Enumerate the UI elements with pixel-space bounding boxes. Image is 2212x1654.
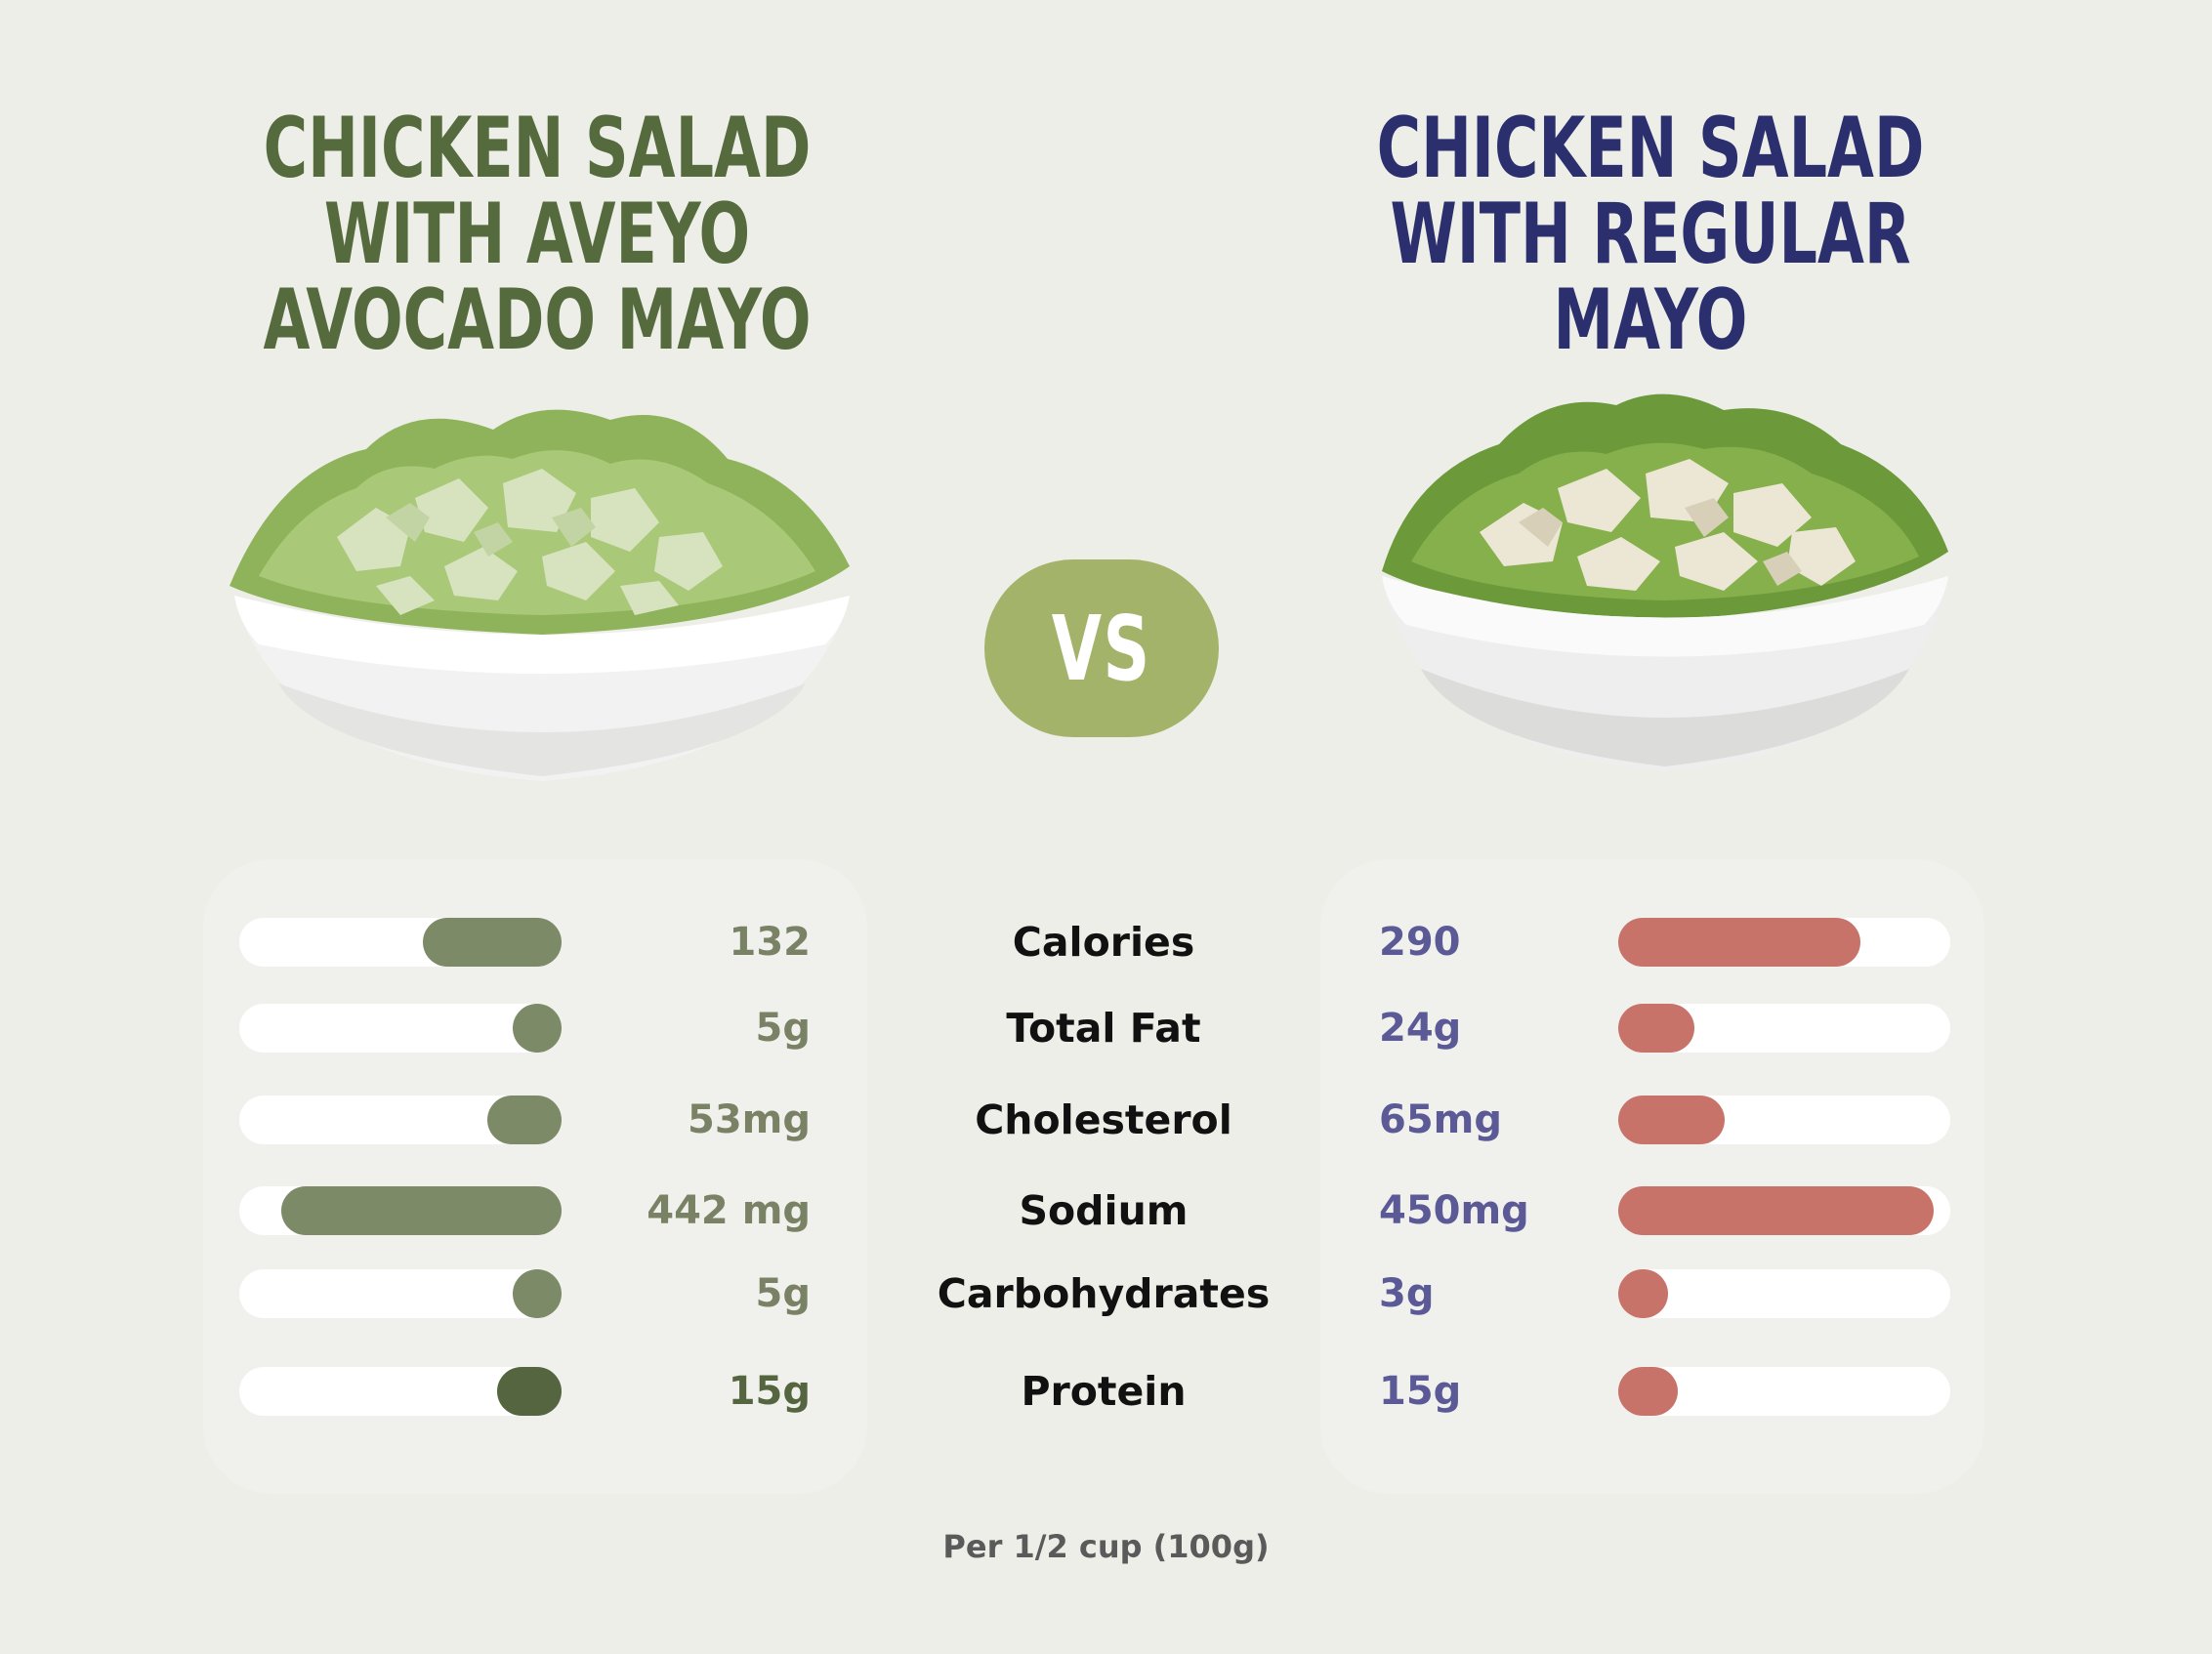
regular-bar-calories	[1618, 918, 1860, 967]
nutrient-label-protein: Protein	[1021, 1368, 1187, 1415]
aveyo-value-cholesterol: 53mg	[688, 1097, 811, 1142]
title-line: with Aveyo	[323, 186, 751, 283]
vs-badge: VS	[984, 559, 1219, 737]
title-line: Avocado Mayo	[263, 271, 812, 369]
aveyo-bar-track-carbohydrates	[239, 1269, 562, 1318]
regular-bar-track-carbohydrates	[1618, 1269, 1950, 1318]
aveyo-bar-carbohydrates	[513, 1269, 562, 1318]
aveyo-value-protein: 15g	[728, 1369, 811, 1414]
aveyo-value-sodium: 442 mg	[647, 1188, 811, 1233]
aveyo-bar-track-total-fat	[239, 1004, 562, 1053]
title-line: Chicken Salad	[263, 100, 812, 197]
regular-value-calories: 290	[1379, 920, 1461, 965]
aveyo-value-carbohydrates: 5g	[755, 1271, 811, 1316]
aveyo-bar-cholesterol	[487, 1096, 562, 1144]
title-regular-mayo: Chicken Salad with Regular Mayo	[1376, 105, 1925, 363]
regular-bar-cholesterol	[1618, 1096, 1725, 1144]
nutrient-label-calories: Calories	[1012, 919, 1195, 966]
regular-bar-total-fat	[1618, 1004, 1694, 1053]
regular-value-cholesterol: 65mg	[1379, 1097, 1502, 1142]
aveyo-bar-total-fat	[513, 1004, 562, 1053]
aveyo-bar-protein	[497, 1367, 562, 1416]
regular-bar-sodium	[1618, 1186, 1934, 1235]
regular-value-protein: 15g	[1379, 1369, 1462, 1414]
regular-value-total-fat: 24g	[1379, 1006, 1462, 1051]
title-line: Chicken Salad	[1376, 100, 1925, 197]
title-line: with Regular	[1390, 186, 1911, 283]
nutrient-label-total-fat: Total Fat	[1006, 1005, 1201, 1052]
regular-bar-carbohydrates	[1618, 1269, 1668, 1318]
aveyo-bar-calories	[423, 918, 562, 967]
avocado-salad-bowl-image	[230, 409, 850, 781]
nutrient-label-carbohydrates: Carbohydrates	[937, 1270, 1271, 1317]
regular-salad-bowl-image	[1382, 393, 1948, 771]
serving-size-footnote: Per 1/2 cup (100g)	[942, 1528, 1270, 1565]
nutrient-label-cholesterol: Cholesterol	[975, 1096, 1232, 1143]
aveyo-bar-sodium	[281, 1186, 562, 1235]
regular-value-sodium: 450mg	[1379, 1188, 1529, 1233]
title-aveyo-avocado-mayo: Chicken Salad with Aveyo Avocado Mayo	[263, 105, 812, 363]
regular-bar-protein	[1618, 1367, 1678, 1416]
title-line: Mayo	[1553, 271, 1748, 369]
nutrient-label-sodium: Sodium	[1019, 1187, 1189, 1234]
aveyo-value-total-fat: 5g	[755, 1006, 811, 1051]
regular-value-carbohydrates: 3g	[1379, 1271, 1435, 1316]
aveyo-value-calories: 132	[729, 920, 812, 965]
vs-label: VS	[1052, 596, 1151, 701]
